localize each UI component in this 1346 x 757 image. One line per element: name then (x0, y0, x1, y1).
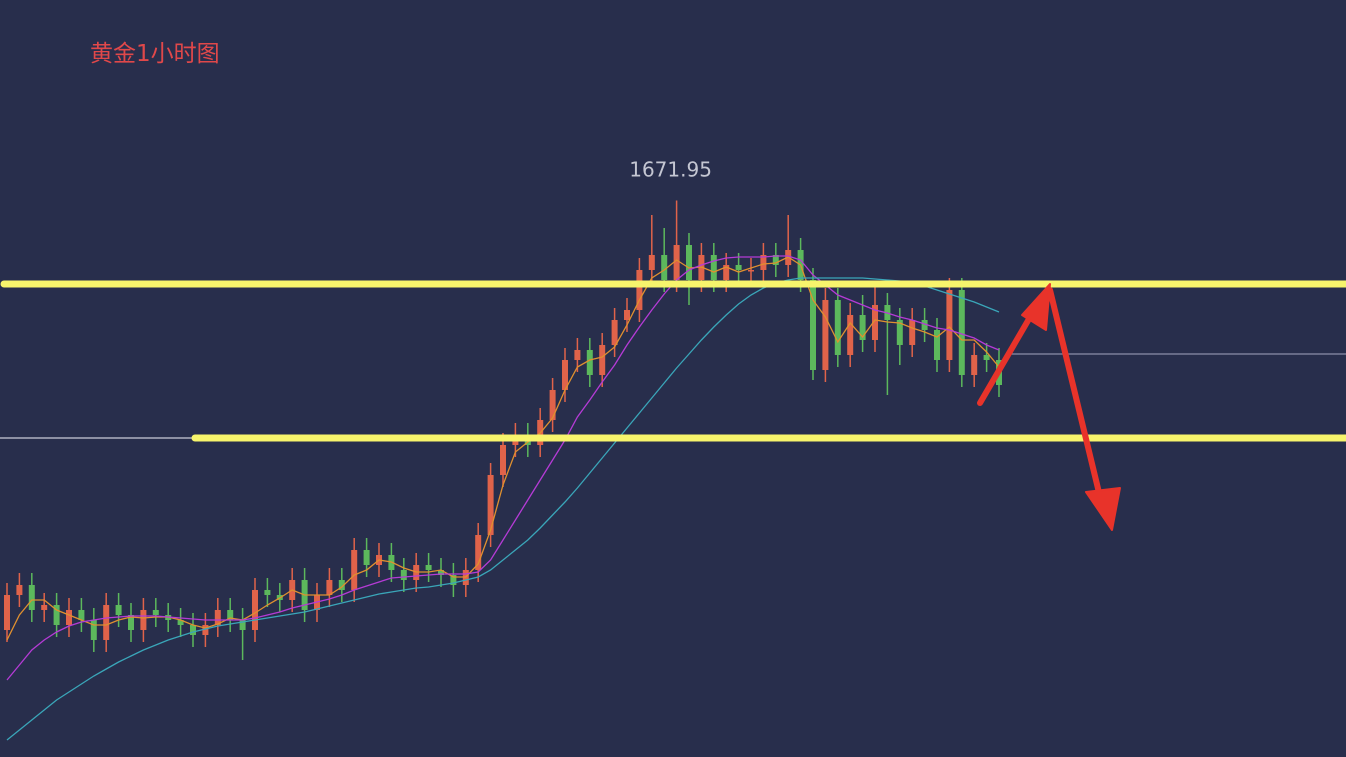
candle-body (847, 315, 854, 355)
candle-body (202, 625, 209, 635)
candle-body (487, 475, 494, 535)
candle-body (252, 590, 258, 630)
candle-body (661, 255, 668, 280)
candle-body (710, 255, 717, 280)
candle-body (326, 580, 333, 595)
candle-body (177, 620, 184, 625)
candle-body (636, 270, 643, 310)
forecast-arrows (977, 283, 1121, 531)
candle-body (971, 355, 978, 375)
max-price-label: 1671.95 (629, 158, 712, 182)
candle-body (909, 320, 916, 345)
candle-body (723, 265, 730, 280)
candle-body (128, 615, 134, 630)
candle-body (363, 550, 370, 565)
chart-title: 黄金1小时图 (90, 41, 220, 67)
candle-body (239, 620, 246, 630)
candle-body (475, 535, 482, 570)
candle-body (549, 390, 556, 420)
plot-area: 1671.95 (0, 158, 1346, 741)
arrow-up-head (1021, 283, 1051, 331)
moving-average (6, 256, 1000, 641)
candle-body (748, 270, 754, 272)
candle-body (438, 570, 444, 575)
candle-body (958, 290, 965, 375)
candle-body (53, 605, 60, 625)
candle-body (772, 255, 779, 265)
candle-body (41, 605, 48, 610)
candle-body (611, 320, 618, 345)
candle-body (152, 610, 159, 615)
candle-body (810, 280, 816, 370)
candle-body (599, 345, 606, 375)
candle-body (760, 255, 767, 270)
candle-body (351, 550, 358, 590)
candle-body (227, 610, 234, 620)
candle-body (115, 605, 122, 615)
arrow-down-head (1085, 487, 1121, 531)
candle-body (425, 565, 432, 570)
candle-body (190, 625, 196, 635)
candle-body (338, 580, 345, 590)
candle-body (66, 610, 72, 625)
candle-body (872, 305, 878, 340)
candle-body (16, 585, 23, 595)
candle-body (686, 245, 692, 280)
moving-average (6, 255, 1000, 681)
candle-body (103, 605, 110, 640)
candle-body (78, 610, 85, 620)
moving-average (6, 277, 1000, 741)
candle-body (264, 590, 271, 595)
candle-body (574, 350, 581, 360)
candle-body (673, 245, 680, 280)
candle-body (983, 355, 990, 360)
candle-body (946, 290, 953, 360)
candle-body (822, 300, 829, 370)
candle-body (896, 320, 903, 345)
candle-body (562, 360, 568, 390)
candle-body (648, 255, 655, 270)
candle-body (834, 300, 841, 355)
candle-body (214, 610, 221, 625)
arrow-down (1047, 287, 1105, 508)
candle-body (500, 445, 506, 475)
candle-body (921, 320, 928, 330)
candle-body (450, 575, 457, 585)
candle-body (859, 315, 866, 340)
candle-body (140, 610, 147, 630)
candle-body (28, 585, 35, 610)
candle-body (934, 330, 940, 360)
candle-body (90, 620, 97, 640)
candle-body (735, 265, 742, 270)
candle-body (586, 350, 593, 375)
candle-body (400, 570, 407, 580)
candle-body (4, 595, 10, 630)
candle-body (624, 310, 630, 320)
